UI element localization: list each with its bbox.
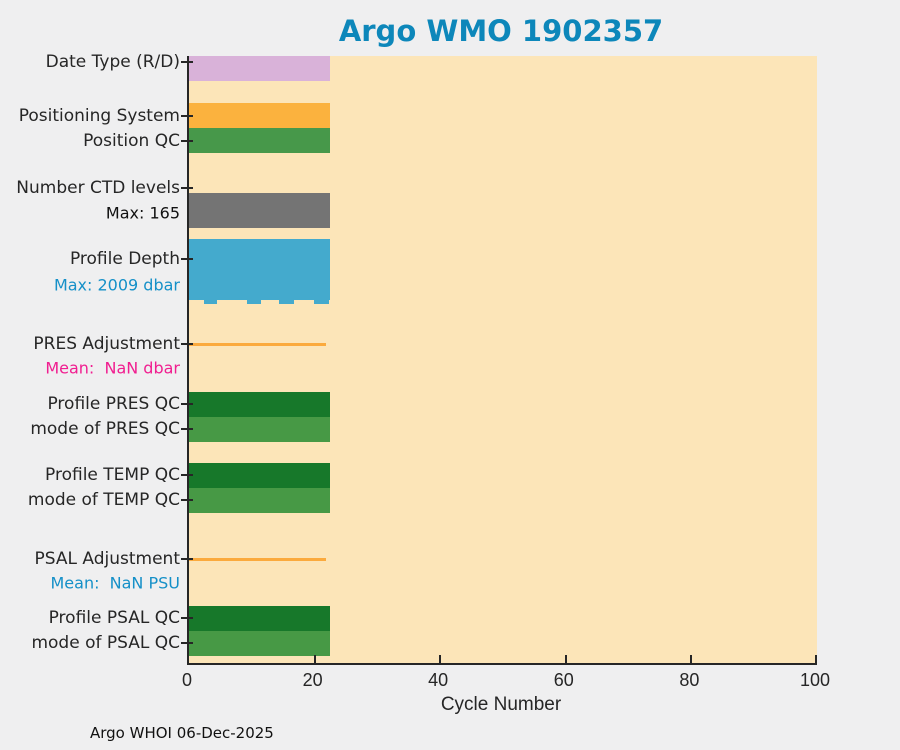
- x-tick-40: [439, 655, 442, 663]
- y-tick-mode-of-temp-qc: [181, 499, 193, 501]
- y-label-mode-of-temp-qc: mode of TEMP QC: [27, 490, 180, 510]
- x-tick-label-20: 20: [302, 670, 323, 690]
- y-tick-profile-temp-qc: [181, 474, 193, 476]
- x-tick-label-100: 100: [799, 670, 831, 690]
- profile-depth-deep-tab: [204, 300, 218, 304]
- y-sublabel-number-ctd-levels: Max: 165: [105, 203, 180, 223]
- y-tick-number-ctd-levels: [181, 187, 193, 189]
- y-tick-pres-adjustment: [181, 343, 193, 345]
- x-tick-label-60: 60: [553, 670, 574, 690]
- footer-credit: Argo WHOI 06-Dec-2025: [90, 724, 274, 742]
- positioning-system-bar: [189, 103, 331, 128]
- profile-psal-qc-bar: [189, 606, 331, 631]
- y-tick-profile-depth: [181, 258, 193, 260]
- profile-depth-deep-tab: [314, 300, 330, 304]
- y-sublabel-profile-depth: Max: 2009 dbar: [53, 275, 180, 295]
- date-type-bar: [189, 56, 331, 81]
- psal-adjustment-line: [189, 558, 326, 561]
- y-tick-profile-pres-qc: [181, 403, 193, 405]
- x-tick-label-40: 40: [428, 670, 449, 690]
- x-tick-100: [815, 655, 817, 663]
- y-label-mode-of-psal-qc: mode of PSAL QC: [31, 633, 180, 653]
- y-label-number-ctd-levels: Number CTD levels: [16, 178, 180, 198]
- y-label-profile-pres-qc: Profile PRES QC: [47, 394, 180, 414]
- profile-depth-deep-tab: [246, 300, 262, 304]
- y-label-pres-adjustment: PRES Adjustment: [33, 334, 180, 354]
- x-tick-label-80: 80: [679, 670, 700, 690]
- mode-of-pres-qc-bar: [189, 417, 331, 442]
- y-tick-position-qc: [181, 140, 193, 142]
- y-label-position-qc: Position QC: [83, 131, 180, 151]
- y-label-profile-depth: Profile Depth: [69, 249, 180, 269]
- y-tick-mode-of-pres-qc: [181, 428, 193, 430]
- chart-title: Argo WMO 1902357: [338, 14, 664, 48]
- x-axis-label: Cycle Number: [440, 694, 562, 715]
- x-tick-label-0: 0: [181, 670, 193, 690]
- position-qc-bar: [189, 128, 331, 153]
- profile-depth-deep-tab: [278, 300, 294, 304]
- y-tick-psal-adjustment: [181, 558, 193, 560]
- x-tick-20: [313, 655, 316, 663]
- pres-adjustment-line: [189, 343, 326, 346]
- profile-pres-qc-bar: [189, 392, 331, 417]
- y-sublabel-pres-adjustment: Mean: NaN dbar: [45, 358, 180, 378]
- profile-temp-qc-bar: [189, 463, 331, 488]
- y-label-profile-temp-qc: Profile TEMP QC: [45, 465, 180, 485]
- y-label-positioning-system: Positioning System: [18, 106, 180, 126]
- y-label-profile-psal-qc: Profile PSAL QC: [48, 608, 180, 628]
- plot-area: [187, 56, 817, 665]
- y-tick-profile-psal-qc: [181, 617, 193, 619]
- y-sublabel-psal-adjustment: Mean: NaN PSU: [50, 573, 181, 593]
- number-ctd-levels-bar: [189, 193, 331, 228]
- y-label-mode-of-pres-qc: mode of PRES QC: [30, 419, 180, 439]
- mode-of-psal-qc-bar: [189, 631, 331, 656]
- profile-depth-bar: [189, 239, 331, 300]
- x-tick-80: [690, 655, 693, 663]
- y-label-date-type: Date Type (R/D): [45, 52, 180, 72]
- y-label-psal-adjustment: PSAL Adjustment: [34, 549, 180, 569]
- y-tick-positioning-system: [181, 115, 193, 117]
- x-tick-60: [564, 655, 567, 663]
- mode-of-temp-qc-bar: [189, 488, 331, 513]
- y-tick-mode-of-psal-qc: [181, 642, 193, 644]
- y-tick-date-type: [181, 61, 193, 63]
